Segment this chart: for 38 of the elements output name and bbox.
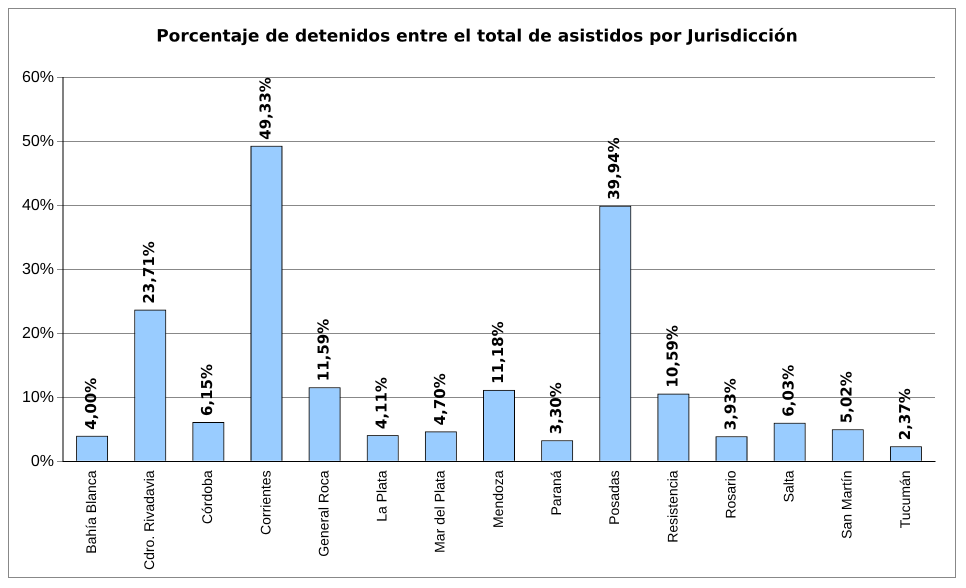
x-tick-label: Salta: [780, 470, 797, 502]
x-tick-label: Córdoba: [199, 470, 216, 524]
x-tick-label: Cdro. Rivadavia: [141, 470, 158, 570]
data-label: 3,30%: [547, 382, 566, 434]
y-tick-label: 60%: [22, 68, 54, 86]
data-label: 2,37%: [896, 388, 914, 440]
x-tick-label: Tucumán: [896, 470, 913, 528]
data-label: 49,33%: [256, 77, 274, 140]
chart-title: Porcentaje de detenidos entre el total de asistidos por Jurisdicción: [156, 26, 798, 47]
x-tick-label: Resistencia: [664, 470, 680, 543]
y-tick-label: 50%: [22, 132, 54, 150]
data-label: 4,11%: [372, 377, 391, 430]
x-tick-label: Corrientes: [257, 470, 274, 535]
x-tick-label: La Plata: [374, 470, 390, 522]
x-tick-label: Posadas: [606, 470, 622, 525]
y-tick-label: 10%: [22, 388, 54, 406]
y-tick-label: 30%: [22, 260, 54, 278]
x-tick-label: Mendoza: [490, 470, 506, 528]
y-tick-label: 20%: [22, 324, 54, 342]
x-tick-label: Mar del Plata: [432, 470, 448, 553]
data-label: 11,18%: [488, 321, 507, 384]
data-label: 6,03%: [780, 364, 798, 417]
data-label: 39,94%: [605, 137, 624, 200]
y-tick-label: 40%: [22, 196, 54, 214]
data-label: 3,93%: [721, 378, 740, 430]
x-tick-label: General Roca: [315, 470, 332, 557]
x-tick-label: Paraná: [548, 470, 564, 516]
x-tick-label: San Martín: [838, 470, 855, 539]
data-label: 6,15%: [198, 364, 216, 416]
x-tick-label: Rosario: [722, 470, 738, 519]
data-label: 4,00%: [82, 378, 100, 430]
data-label: 10,59%: [663, 325, 682, 388]
data-label: 11,59%: [314, 318, 333, 382]
x-tick-label: Bahía Blanca: [82, 470, 99, 554]
data-label: 5,02%: [838, 371, 856, 424]
y-tick-label: 0%: [30, 452, 54, 470]
data-label: 4,70%: [430, 373, 449, 426]
data-label: 23,71%: [140, 241, 158, 304]
